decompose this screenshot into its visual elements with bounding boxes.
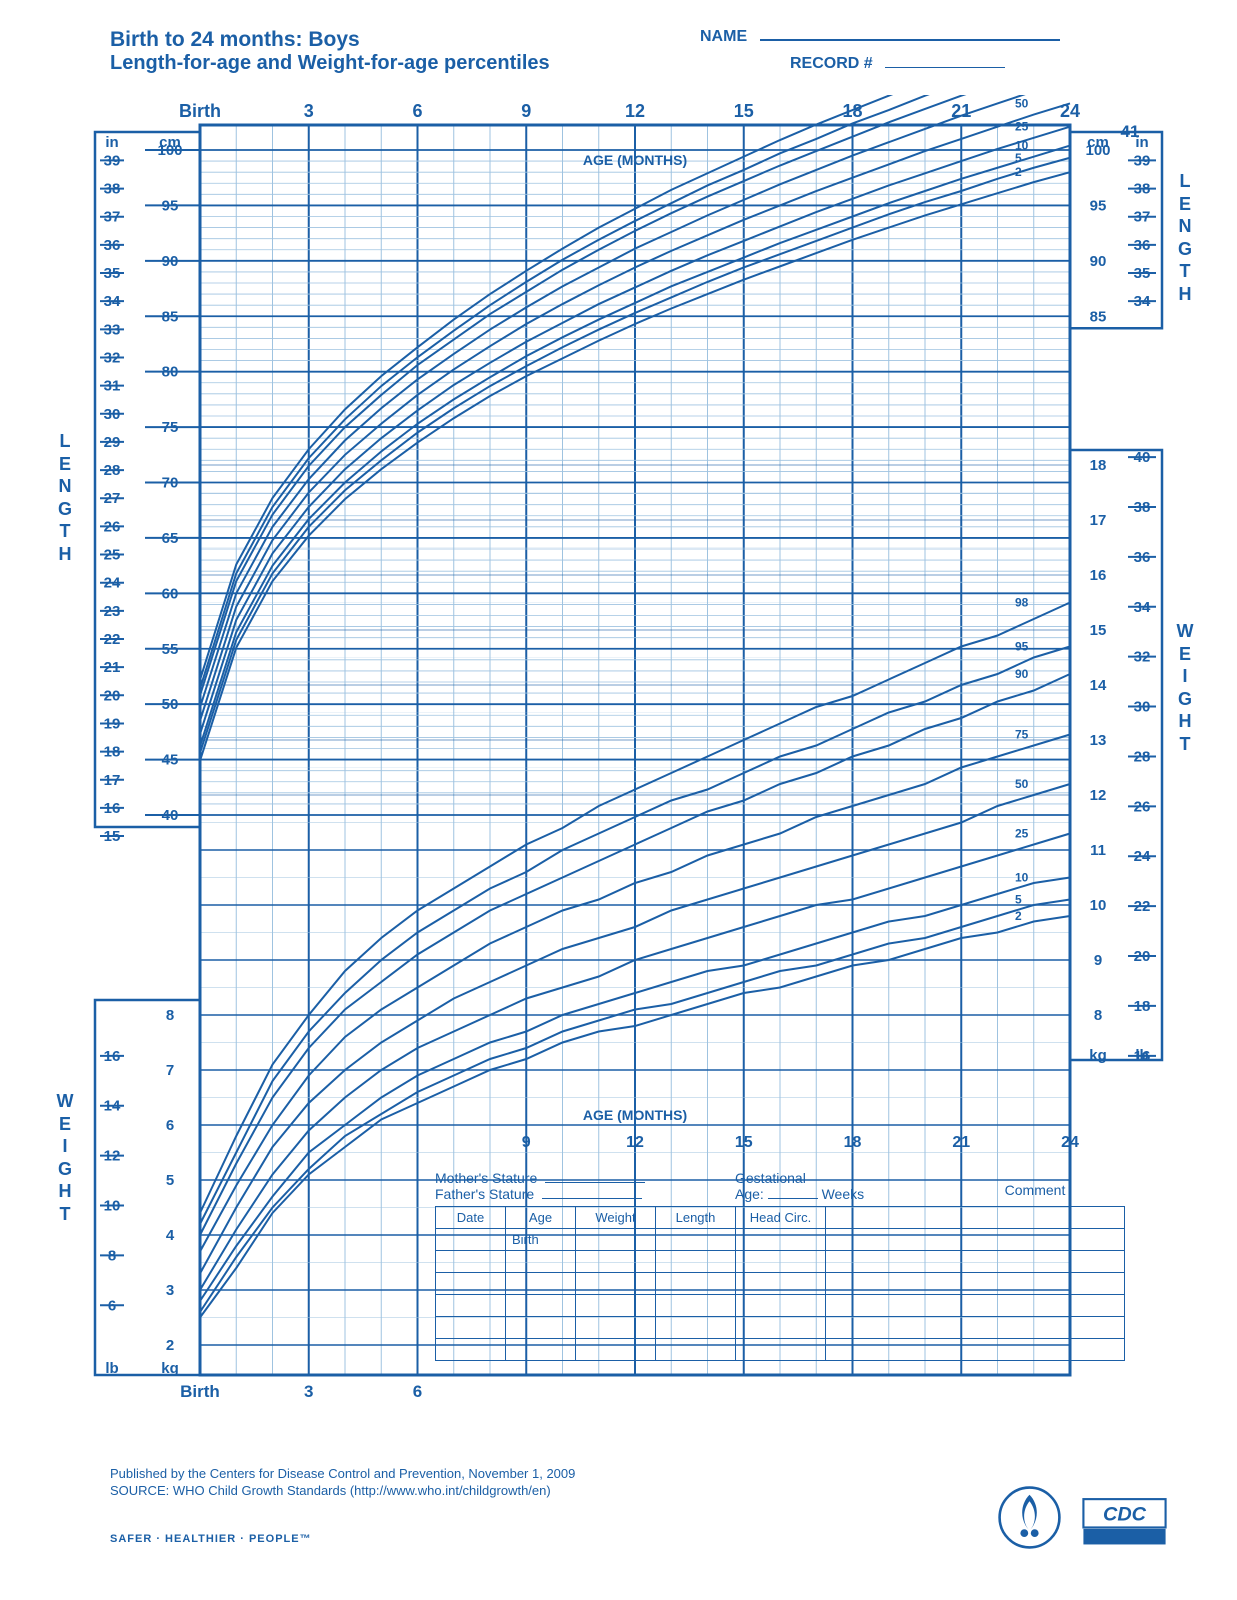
svg-text:in: in bbox=[105, 134, 118, 151]
svg-text:24: 24 bbox=[1061, 1134, 1079, 1151]
name-field: NAME bbox=[700, 28, 1060, 46]
gestational-label: Gestational bbox=[735, 1170, 806, 1186]
svg-text:95: 95 bbox=[1090, 197, 1107, 214]
length-label-right-text: LENGTH bbox=[1178, 171, 1192, 304]
svg-text:9: 9 bbox=[1094, 952, 1102, 969]
svg-text:25: 25 bbox=[1015, 120, 1029, 134]
svg-text:3: 3 bbox=[166, 1282, 174, 1299]
col-weight: Weight bbox=[576, 1207, 656, 1229]
svg-text:8: 8 bbox=[166, 1007, 174, 1024]
svg-text:18: 18 bbox=[1090, 457, 1107, 474]
svg-text:95: 95 bbox=[1015, 640, 1029, 654]
svg-text:4: 4 bbox=[166, 1227, 175, 1244]
svg-text:2: 2 bbox=[166, 1337, 174, 1354]
col-comment bbox=[826, 1207, 1125, 1229]
svg-text:50: 50 bbox=[1015, 777, 1029, 791]
svg-text:9: 9 bbox=[522, 1134, 531, 1151]
table-row[interactable] bbox=[436, 1273, 1125, 1295]
mother-stature-label: Mother's Stature bbox=[435, 1170, 537, 1186]
record-label: RECORD # bbox=[790, 55, 873, 72]
table-row[interactable]: Birth bbox=[436, 1229, 1125, 1251]
svg-text:85: 85 bbox=[1090, 308, 1107, 325]
svg-text:5: 5 bbox=[166, 1172, 174, 1189]
title-line1: Birth to 24 months: Boys bbox=[110, 28, 550, 52]
svg-text:10: 10 bbox=[1015, 871, 1029, 885]
measurement-table: Date Age Weight Length Head Circ. Birth bbox=[435, 1206, 1125, 1361]
svg-text:17: 17 bbox=[1090, 512, 1107, 529]
father-stature-label: Father's Stature bbox=[435, 1186, 534, 1202]
mother-input[interactable] bbox=[545, 1182, 645, 1183]
col-length: Length bbox=[656, 1207, 736, 1229]
name-label: NAME bbox=[700, 28, 747, 45]
record-input-line[interactable] bbox=[885, 67, 1005, 68]
table-row[interactable] bbox=[436, 1295, 1125, 1317]
svg-text:18: 18 bbox=[844, 1134, 862, 1151]
gest-age-input[interactable] bbox=[768, 1198, 818, 1199]
table-row[interactable] bbox=[436, 1317, 1125, 1339]
svg-text:15: 15 bbox=[1090, 622, 1107, 639]
svg-text:11: 11 bbox=[1090, 842, 1106, 859]
col-date: Date bbox=[436, 1207, 506, 1229]
svg-text:75: 75 bbox=[1015, 728, 1029, 742]
svg-text:7: 7 bbox=[166, 1062, 174, 1079]
svg-text:lb: lb bbox=[1135, 1047, 1148, 1064]
svg-text:5: 5 bbox=[1015, 893, 1022, 907]
svg-text:cm: cm bbox=[1087, 134, 1109, 151]
svg-text:cm: cm bbox=[159, 134, 181, 151]
father-input[interactable] bbox=[542, 1198, 642, 1199]
col-headcirc: Head Circ. bbox=[736, 1207, 826, 1229]
svg-text:16: 16 bbox=[1090, 567, 1107, 584]
name-input-line[interactable] bbox=[760, 39, 1060, 41]
svg-text:6: 6 bbox=[413, 1382, 422, 1401]
svg-text:AGE (MONTHS): AGE (MONTHS) bbox=[583, 1107, 687, 1123]
comment-label: Comment bbox=[1005, 1182, 1066, 1198]
svg-text:12: 12 bbox=[1090, 787, 1107, 804]
svg-text:in: in bbox=[1135, 134, 1148, 151]
svg-text:13: 13 bbox=[1090, 732, 1107, 749]
col-age: Age bbox=[506, 1207, 576, 1229]
footer-line2: SOURCE: WHO Child Growth Standards (http… bbox=[110, 1482, 575, 1500]
footer-citation: Published by the Centers for Disease Con… bbox=[110, 1465, 575, 1500]
svg-text:6: 6 bbox=[412, 101, 422, 121]
svg-text:21: 21 bbox=[952, 1134, 970, 1151]
svg-text:10: 10 bbox=[1090, 897, 1107, 914]
title-line2: Length-for-age and Weight-for-age percen… bbox=[110, 52, 550, 75]
hhs-logo-icon bbox=[997, 1485, 1062, 1550]
footer-tagline: SAFER · HEALTHIER · PEOPLE™ bbox=[110, 1533, 312, 1545]
svg-text:90: 90 bbox=[1015, 667, 1029, 681]
growth-chart-page: Birth to 24 months: Boys Length-for-age … bbox=[0, 0, 1237, 1600]
svg-text:Birth: Birth bbox=[179, 101, 221, 121]
weeks-label: Weeks bbox=[822, 1186, 865, 1202]
svg-text:12: 12 bbox=[625, 101, 645, 121]
table-header-row: Date Age Weight Length Head Circ. bbox=[436, 1207, 1125, 1229]
record-field: RECORD # bbox=[790, 55, 1005, 73]
svg-text:15: 15 bbox=[735, 1134, 753, 1151]
data-entry-form: Mother's Stature Father's Stature Gestat… bbox=[435, 1170, 1125, 1361]
footer-logos: CDC bbox=[997, 1485, 1167, 1550]
svg-text:AGE (MONTHS): AGE (MONTHS) bbox=[583, 152, 687, 168]
svg-text:Birth: Birth bbox=[180, 1382, 220, 1401]
svg-text:kg: kg bbox=[1089, 1047, 1107, 1064]
gest-age-label: Age: bbox=[735, 1186, 764, 1202]
svg-text:50: 50 bbox=[1015, 96, 1029, 110]
svg-text:8: 8 bbox=[1094, 1007, 1102, 1024]
svg-text:CDC: CDC bbox=[1103, 1503, 1147, 1525]
svg-text:3: 3 bbox=[304, 101, 314, 121]
svg-text:12: 12 bbox=[626, 1134, 644, 1151]
svg-text:9: 9 bbox=[521, 101, 531, 121]
table-row[interactable] bbox=[436, 1251, 1125, 1273]
svg-text:3: 3 bbox=[304, 1382, 313, 1401]
table-row[interactable] bbox=[436, 1339, 1125, 1361]
title-block: Birth to 24 months: Boys Length-for-age … bbox=[110, 28, 550, 75]
svg-text:90: 90 bbox=[1090, 253, 1107, 270]
svg-text:15: 15 bbox=[734, 101, 754, 121]
svg-text:6: 6 bbox=[166, 1117, 174, 1134]
svg-text:14: 14 bbox=[1090, 677, 1107, 694]
cdc-logo-icon: CDC bbox=[1082, 1495, 1167, 1550]
svg-text:25: 25 bbox=[1015, 827, 1029, 841]
svg-text:98: 98 bbox=[1015, 596, 1029, 610]
footer-line1: Published by the Centers for Disease Con… bbox=[110, 1465, 575, 1483]
